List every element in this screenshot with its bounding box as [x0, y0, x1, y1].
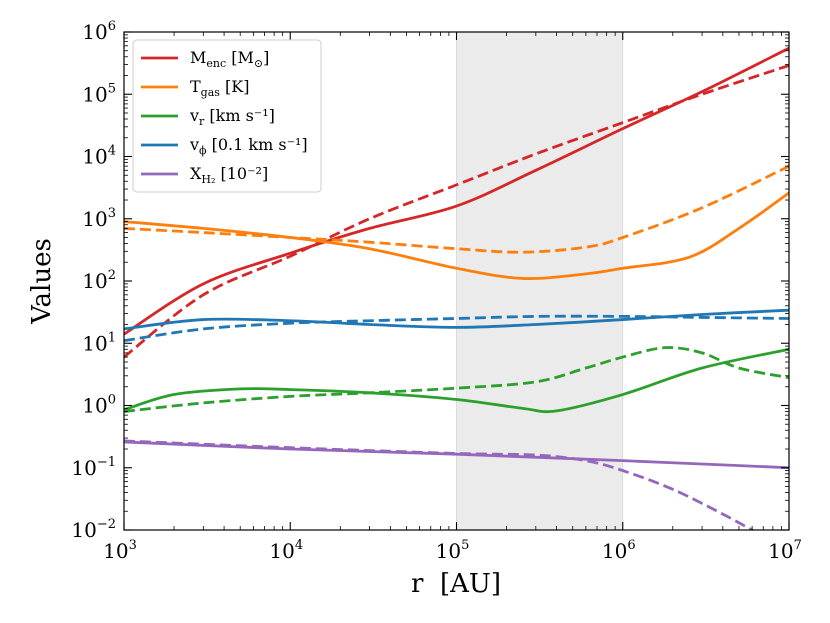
y-tick-label: 102 — [82, 268, 116, 293]
series-line-2 — [124, 191, 789, 280]
x-axis-label: r [AU] — [411, 569, 501, 599]
series-line-6 — [124, 308, 789, 331]
x-tick-label: 106 — [602, 538, 636, 563]
series-line-1 — [124, 64, 789, 359]
legend-label: vϕ [0.1 km s⁻¹] — [189, 135, 308, 157]
y-tick-label: 105 — [82, 81, 116, 106]
series-line-4 — [124, 347, 789, 414]
series-line-3 — [124, 164, 789, 254]
legend-box — [132, 39, 322, 193]
x-tick-label: 104 — [269, 538, 303, 563]
legend: Menc [M⊙] Tgas [K] vr [km s⁻¹] vϕ [0.1 km s… — [132, 39, 322, 193]
y-tick-label: 104 — [82, 144, 116, 169]
y-tick-label: 101 — [82, 330, 116, 355]
y-tick-label: 10−1 — [71, 455, 116, 480]
shaded-region-layer — [456, 31, 624, 531]
series-line-8 — [124, 440, 789, 470]
x-tick-label: 107 — [768, 538, 802, 563]
x-tick-label: 105 — [436, 538, 470, 563]
y-tick-label: 103 — [82, 206, 116, 231]
y-tick-label: 10−2 — [71, 517, 116, 542]
series-line-5 — [124, 346, 789, 413]
shaded-region — [456, 31, 624, 531]
legend-label: XH₂ [10⁻²] — [190, 164, 268, 186]
x-tick-label: 103 — [103, 538, 137, 563]
legend-label: Menc [M⊙] — [190, 48, 269, 70]
series-line-9 — [124, 439, 756, 530]
tick-layer: 103 104 105 106 107 10−2 10−1 100 101 102 103 104 10… — [71, 19, 801, 563]
y-tick-label: 100 — [82, 393, 116, 418]
series-layer — [124, 46, 789, 530]
legend-label: Tgas [K] — [190, 77, 249, 99]
y-axis-label: Values — [27, 238, 57, 325]
y-tick-label: 106 — [82, 19, 116, 44]
legend-label: vr [km s⁻¹] — [189, 106, 275, 128]
